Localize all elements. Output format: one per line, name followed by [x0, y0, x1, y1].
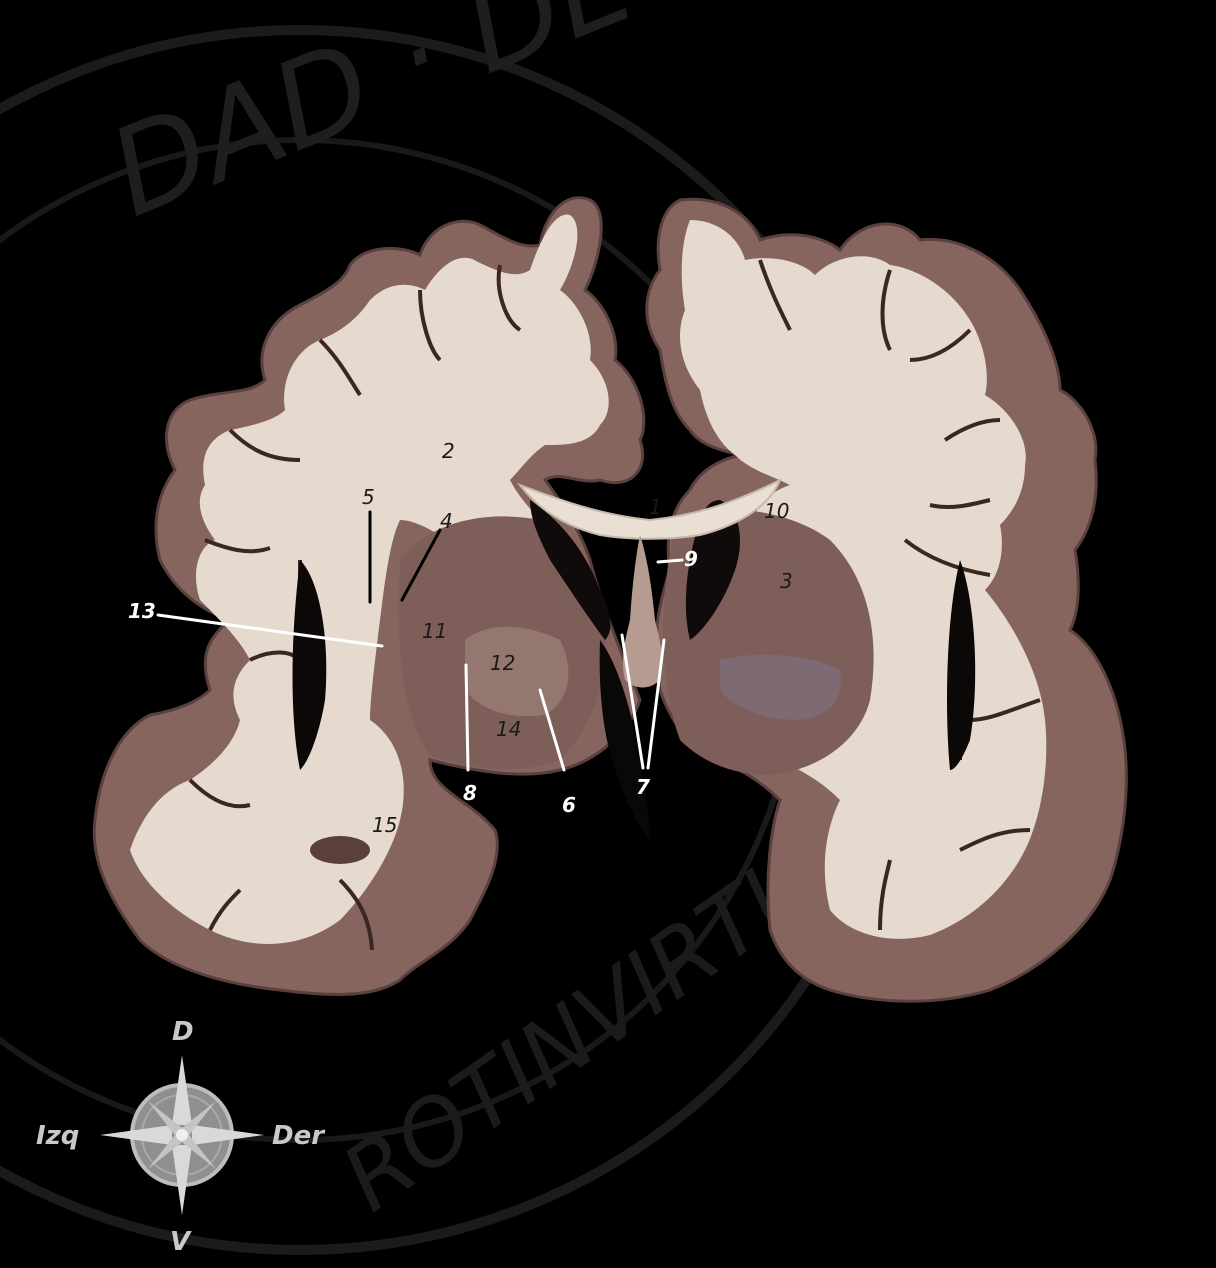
orientation-compass: D V Izq Der	[36, 1017, 326, 1257]
label-12: 12	[490, 651, 515, 675]
structure-labels: 1 2 3 4 5 6 7 8 9 10 11 12 13 14 15	[128, 439, 793, 837]
compass-east-point	[192, 1125, 264, 1145]
right-globus-pallidus	[720, 654, 841, 720]
pointer-line-7b	[646, 638, 666, 770]
compass-label-south: V	[170, 1227, 192, 1257]
compass-west-point	[100, 1125, 172, 1145]
corpus-callosum	[517, 477, 782, 540]
compass-label-west: Izq	[36, 1121, 79, 1151]
label-2: 2	[442, 439, 455, 463]
label-9: 9	[684, 547, 698, 571]
label-11: 11	[422, 619, 447, 643]
septum-fornix	[622, 535, 663, 688]
pointer-line-7a	[620, 633, 645, 770]
label-1: 1	[649, 495, 662, 519]
label-14: 14	[496, 717, 521, 741]
pointer-line-9	[656, 558, 684, 564]
label-7: 7	[636, 775, 650, 799]
midline-gap	[599, 640, 650, 840]
left-lateral-ventricle	[530, 500, 611, 640]
label-3: 3	[780, 569, 793, 593]
pointer-line-13	[156, 613, 384, 648]
label-4: 4	[440, 509, 453, 533]
right-hemisphere	[645, 197, 1128, 1003]
left-temporal-horn	[310, 836, 370, 864]
label-8: 8	[463, 781, 477, 805]
label-13: 13	[128, 599, 156, 623]
pointer-line-4	[400, 528, 442, 602]
label-15: 15	[372, 813, 397, 837]
left-globus-pallidus	[465, 626, 569, 717]
compass-label-north: D	[172, 1017, 194, 1047]
pointer-line-6	[538, 688, 566, 772]
compass-north-point	[172, 1055, 192, 1125]
compass-south-point	[172, 1145, 192, 1215]
label-6: 6	[562, 793, 576, 817]
compass-label-east: Der	[272, 1121, 326, 1151]
label-5: 5	[362, 485, 375, 509]
pointer-lines	[156, 510, 684, 772]
left-insula-cleft	[292, 560, 327, 770]
pointer-line-8	[464, 663, 470, 772]
label-10: 10	[764, 499, 789, 523]
right-insula-cleft	[947, 560, 976, 770]
